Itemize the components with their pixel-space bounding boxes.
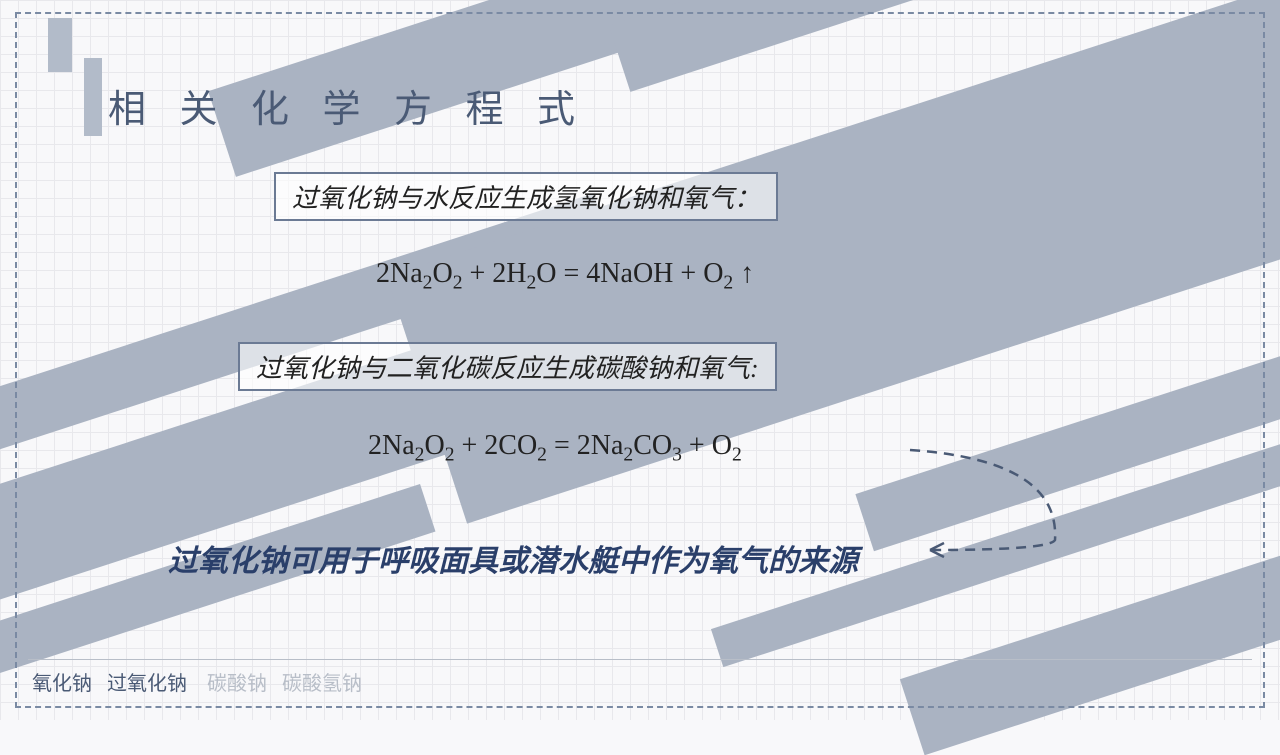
reaction-2-description: 过氧化钠与二氧化碳反应生成碳酸钠和氧气: <box>238 342 777 391</box>
reaction-1-equation: 2Na2O2 + 2H2O = 4NaOH + O2 ↑ <box>376 258 754 295</box>
footer-item-2[interactable]: 过氧化钠 <box>107 673 187 695</box>
title-accent-decoration <box>84 58 102 136</box>
reaction-1-description: 过氧化钠与水反应生成氢氧化钠和氧气： <box>274 172 778 221</box>
application-note: 过氧化钠可用于呼吸面具或潜水艇中作为氧气的来源 <box>168 536 858 580</box>
page-title: 相 关 化 学 方 程 式 <box>108 78 587 133</box>
title-bar-decoration <box>48 18 72 72</box>
footer-divider <box>28 659 1252 660</box>
footer-item-4[interactable]: 碳酸氢钠 <box>282 673 362 695</box>
connector-arrow <box>900 430 1100 560</box>
footer-item-3[interactable]: 碳酸钠 <box>207 673 267 695</box>
footer-navigation: 氧化钠 过氧化钠 碳酸钠 碳酸氢钠 <box>32 667 362 696</box>
reaction-2-equation: 2Na2O2 + 2CO2 = 2Na2CO3 + O2 <box>368 430 742 467</box>
footer-item-1[interactable]: 氧化钠 <box>32 673 92 695</box>
